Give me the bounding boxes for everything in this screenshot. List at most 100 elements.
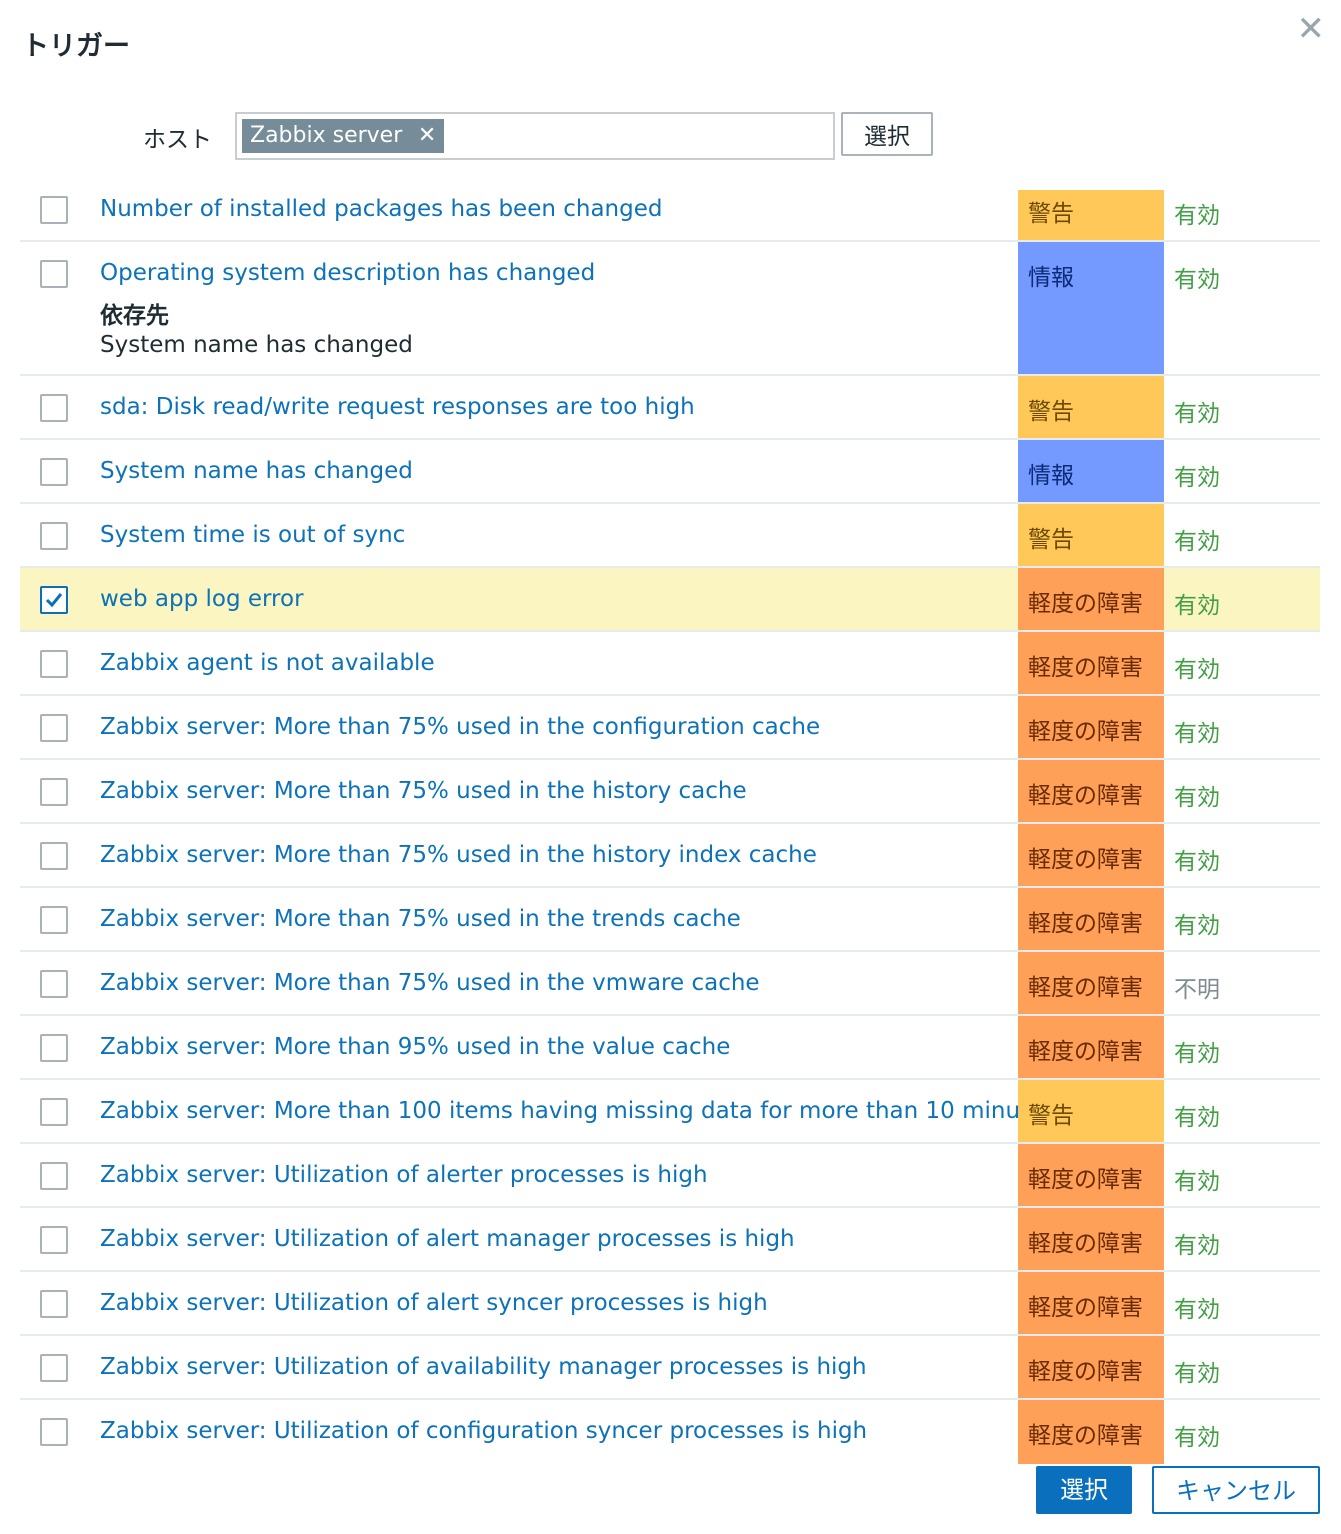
trigger-checkbox[interactable] (40, 522, 68, 550)
trigger-row: Zabbix server: More than 100 items havin… (20, 1080, 1320, 1144)
trigger-name-link[interactable]: Operating system description has changed (100, 260, 596, 286)
trigger-checkbox[interactable] (40, 458, 68, 486)
dependency-item: System name has changed (100, 332, 413, 358)
trigger-name-link[interactable]: System name has changed (100, 458, 413, 484)
host-chip-label: Zabbix server (250, 123, 403, 148)
trigger-checkbox[interactable] (40, 842, 68, 870)
select-button[interactable]: 選択 (1036, 1466, 1132, 1514)
severity-badge: 軽度の障害 (1018, 1272, 1164, 1334)
chip-remove-icon[interactable]: ✕ (417, 123, 437, 148)
trigger-checkbox[interactable] (40, 1290, 68, 1318)
trigger-name-link[interactable]: sda: Disk read/write request responses a… (100, 394, 695, 420)
trigger-name-link[interactable]: Zabbix server: More than 95% used in the… (100, 1034, 731, 1060)
status-text[interactable]: 有効 (1174, 1361, 1220, 1387)
trigger-row: Zabbix server: More than 75% used in the… (20, 824, 1320, 888)
severity-badge: 軽度の障害 (1018, 1144, 1164, 1206)
trigger-checkbox[interactable] (40, 196, 68, 224)
status-text[interactable]: 有効 (1174, 849, 1220, 875)
trigger-checkbox[interactable] (40, 650, 68, 678)
trigger-checkbox[interactable] (40, 260, 68, 288)
trigger-checkbox[interactable] (40, 394, 68, 422)
trigger-row: Zabbix server: More than 75% used in the… (20, 952, 1320, 1016)
trigger-checkbox[interactable] (40, 1354, 68, 1382)
trigger-checkbox[interactable] (40, 586, 68, 614)
severity-badge: 警告 (1018, 1080, 1164, 1142)
trigger-name-link[interactable]: Zabbix server: Utilization of alerter pr… (100, 1162, 708, 1188)
trigger-name-link[interactable]: Zabbix server: More than 75% used in the… (100, 906, 741, 932)
trigger-checkbox[interactable] (40, 906, 68, 934)
dependency-label: 依存先 (100, 303, 169, 329)
trigger-row: Zabbix agent is not available 軽度の障害 有効 (20, 632, 1320, 696)
status-text[interactable]: 有効 (1174, 529, 1220, 555)
trigger-name-link[interactable]: Zabbix agent is not available (100, 650, 435, 676)
trigger-row: Operating system description has changed… (20, 242, 1320, 376)
trigger-checkbox[interactable] (40, 970, 68, 998)
status-text[interactable]: 有効 (1174, 1233, 1220, 1259)
severity-badge: 軽度の障害 (1018, 888, 1164, 950)
status-text[interactable]: 有効 (1174, 657, 1220, 683)
trigger-list: Number of installed packages has been ch… (20, 178, 1320, 1464)
dialog-title: トリガー (22, 31, 130, 62)
host-select-button[interactable]: 選択 (841, 112, 933, 156)
cancel-button[interactable]: キャンセル (1152, 1466, 1320, 1514)
status-text[interactable]: 有効 (1174, 1041, 1220, 1067)
severity-badge: 軽度の障害 (1018, 1336, 1164, 1398)
host-label: ホスト (143, 127, 212, 153)
trigger-row: Zabbix server: Utilization of alert mana… (20, 1208, 1320, 1272)
trigger-name-link[interactable]: Zabbix server: Utilization of configurat… (100, 1418, 868, 1444)
trigger-row: Zabbix server: Utilization of alerter pr… (20, 1144, 1320, 1208)
trigger-row: Zabbix server: More than 75% used in the… (20, 696, 1320, 760)
close-icon[interactable]: ✕ (1296, 9, 1326, 49)
trigger-name-link[interactable]: web app log error (100, 586, 304, 612)
trigger-name-link[interactable]: Zabbix server: Utilization of alert mana… (100, 1226, 795, 1252)
trigger-name-link[interactable]: Zabbix server: More than 100 items havin… (100, 1098, 1056, 1124)
status-text[interactable]: 有効 (1174, 913, 1220, 939)
status-text[interactable]: 有効 (1174, 1425, 1220, 1451)
trigger-checkbox[interactable] (40, 1162, 68, 1190)
trigger-row: Zabbix server: More than 75% used in the… (20, 760, 1320, 824)
trigger-name-link[interactable]: Zabbix server: More than 75% used in the… (100, 842, 817, 868)
status-text[interactable]: 有効 (1174, 401, 1220, 427)
status-text[interactable]: 有効 (1174, 1297, 1220, 1323)
trigger-name-link[interactable]: Zabbix server: More than 75% used in the… (100, 970, 760, 996)
status-text[interactable]: 有効 (1174, 1105, 1220, 1131)
status-text[interactable]: 不明 (1174, 977, 1220, 1003)
trigger-name-link[interactable]: Number of installed packages has been ch… (100, 196, 663, 222)
status-text[interactable]: 有効 (1174, 785, 1220, 811)
status-text[interactable]: 有効 (1174, 203, 1220, 229)
trigger-name-link[interactable]: Zabbix server: Utilization of alert sync… (100, 1290, 768, 1316)
trigger-checkbox[interactable] (40, 778, 68, 806)
severity-badge: 軽度の障害 (1018, 632, 1164, 694)
status-text[interactable]: 有効 (1174, 267, 1220, 293)
status-text[interactable]: 有効 (1174, 465, 1220, 491)
trigger-name-link[interactable]: System time is out of sync (100, 522, 406, 548)
trigger-row: Zabbix server: Utilization of availabili… (20, 1336, 1320, 1400)
host-multiselect-input[interactable]: Zabbix server ✕ (235, 112, 835, 160)
trigger-row: sda: Disk read/write request responses a… (20, 376, 1320, 440)
trigger-name-link[interactable]: Zabbix server: More than 75% used in the… (100, 714, 821, 740)
status-text[interactable]: 有効 (1174, 1169, 1220, 1195)
trigger-row: Zabbix server: Utilization of alert sync… (20, 1272, 1320, 1336)
trigger-checkbox[interactable] (40, 1098, 68, 1126)
severity-badge: 情報 (1018, 242, 1164, 374)
trigger-row: Zabbix server: More than 75% used in the… (20, 888, 1320, 952)
trigger-name-link[interactable]: Zabbix server: Utilization of availabili… (100, 1354, 867, 1380)
trigger-checkbox[interactable] (40, 714, 68, 742)
trigger-checkbox[interactable] (40, 1034, 68, 1062)
trigger-checkbox[interactable] (40, 1226, 68, 1254)
severity-badge: 軽度の障害 (1018, 568, 1164, 630)
severity-badge: 軽度の障害 (1018, 760, 1164, 822)
status-text[interactable]: 有効 (1174, 593, 1220, 619)
trigger-name-link[interactable]: Zabbix server: More than 75% used in the… (100, 778, 747, 804)
status-text[interactable]: 有効 (1174, 721, 1220, 747)
trigger-checkbox[interactable] (40, 1418, 68, 1446)
host-chip: Zabbix server ✕ (242, 119, 445, 153)
severity-badge: 警告 (1018, 376, 1164, 438)
severity-badge: 軽度の障害 (1018, 1400, 1164, 1464)
trigger-row: System name has changed 情報 有効 (20, 440, 1320, 504)
severity-badge: 軽度の障害 (1018, 952, 1164, 1014)
severity-badge: 警告 (1018, 504, 1164, 566)
severity-badge: 軽度の障害 (1018, 1208, 1164, 1270)
trigger-row: Zabbix server: More than 95% used in the… (20, 1016, 1320, 1080)
